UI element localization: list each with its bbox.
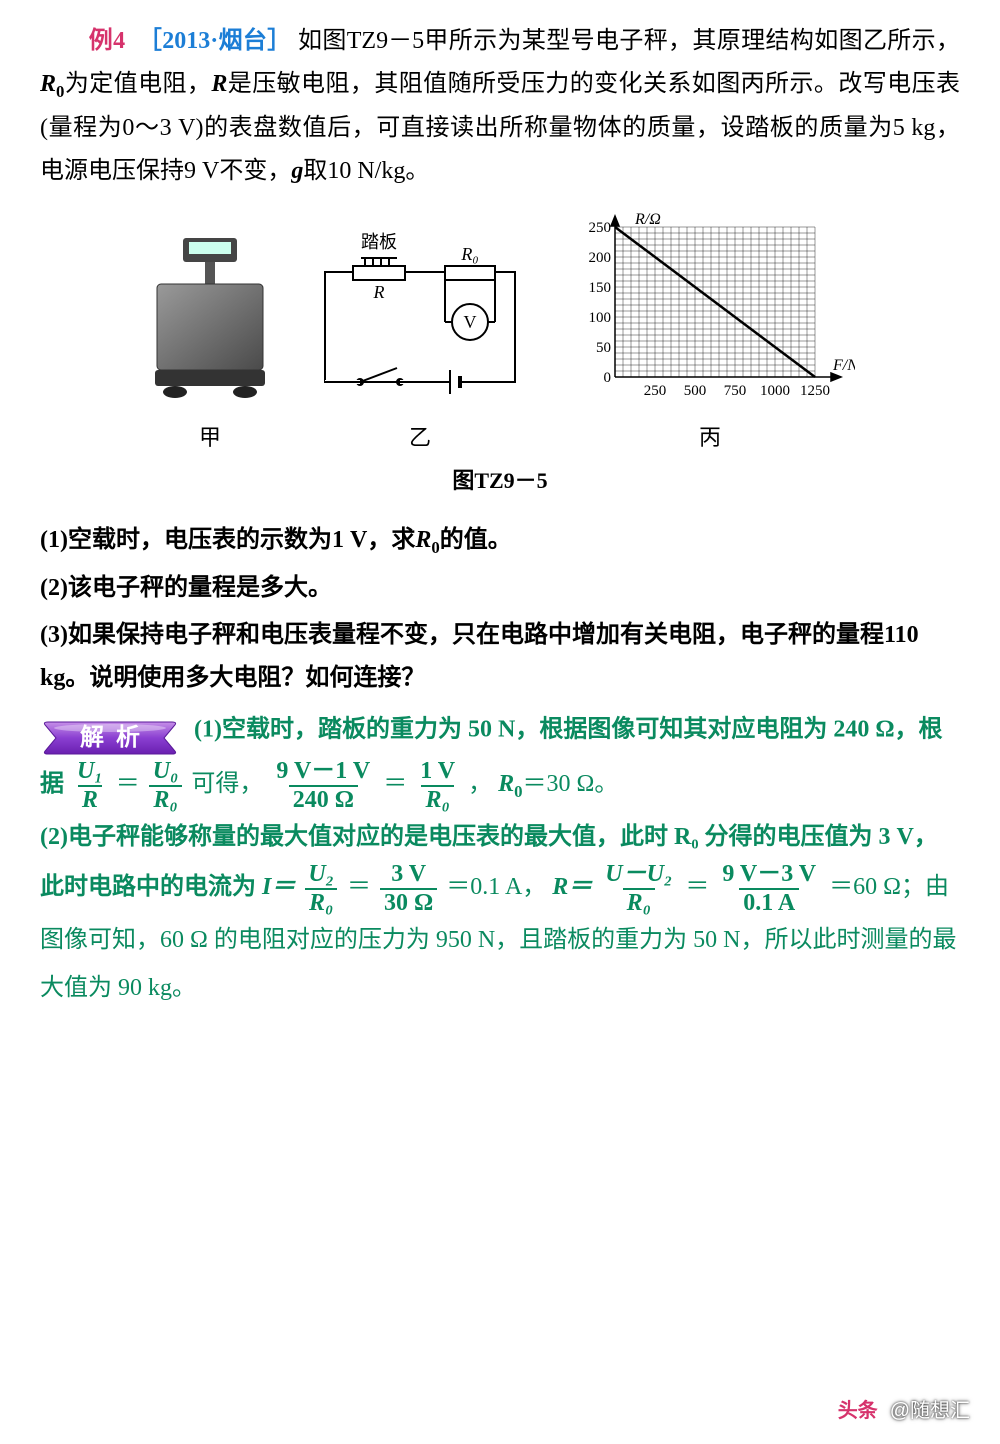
analysis-label: 解析 [40, 718, 180, 758]
i-eq: I＝ [262, 874, 295, 900]
figures-row: 甲 [40, 212, 960, 458]
svg-text:1250: 1250 [800, 383, 830, 399]
frac-u0-r0: U₀R₀ [149, 758, 183, 813]
solution-block: 解析 (1)空载时，踏板的重力为 50 N，根据图像可知其对应电阻为 240 Ω… [40, 704, 960, 1012]
svg-text:50: 50 [596, 340, 611, 356]
f3n: 9 V－1 V [272, 758, 374, 784]
svg-text:100: 100 [589, 310, 612, 326]
v-label: V [464, 312, 477, 332]
watermark-tag: 头条 [832, 1392, 884, 1430]
y-axis-label: R/Ω [634, 212, 661, 228]
f8d: 0.1 A [739, 888, 799, 916]
f6d: 30 Ω [380, 888, 437, 916]
svg-text:0: 0 [604, 370, 612, 386]
f8n: 9 V－3 V [718, 861, 820, 887]
frac-9v-240: 9 V－1 V240 Ω [272, 758, 374, 813]
taban-label: 踏板 [361, 232, 397, 252]
frac-u1-r: U₁R [73, 758, 107, 813]
f6n: 3 V [387, 861, 430, 887]
q1-a: (1)空载时，电压表的示数为1 V，求 [40, 527, 415, 553]
frac-3v-30: 3 V30 Ω [380, 861, 437, 916]
problem-text-1: 如图TZ9－5甲所示为某型号电子秤，其原理结构如图乙所示， [298, 28, 960, 54]
f7d: R₀ [623, 888, 655, 916]
fig-bing-label: 丙 [699, 418, 721, 458]
problem-text-4: 取10 N/kg。 [303, 158, 429, 184]
svg-text:500: 500 [684, 383, 707, 399]
sol-p1-b: 可得， [191, 771, 263, 797]
frac-u2-r0: U₂R₀ [304, 861, 338, 916]
question-1: (1)空载时，电压表的示数为1 V，求R0的值。 [40, 519, 960, 563]
r0-sym: R [40, 71, 56, 97]
g-sym: g [291, 158, 303, 184]
scale-icon [145, 232, 275, 412]
f5n: U₂ [304, 861, 338, 887]
problem-text-2: 为定值电阻， [64, 71, 211, 97]
source-label: ［2013·烟台］ [138, 28, 292, 54]
sol-p1-d: ＝30 Ω。 [523, 771, 619, 797]
r-eq: R＝ [552, 874, 592, 900]
r-label: R [373, 282, 385, 302]
problem-statement: 例4 ［2013·烟台］ 如图TZ9－5甲所示为某型号电子秤，其原理结构如图乙所… [40, 20, 960, 194]
svg-text:1000: 1000 [760, 383, 790, 399]
eq1: ＝ [116, 771, 140, 797]
question-3: (3)如果保持电子秤和电压表量程不变，只在电路中增加有关电阻，电子秤的量程110… [40, 614, 960, 700]
eq3: ＝ [347, 874, 371, 900]
fig-yi-label: 乙 [409, 418, 431, 458]
q2-text: (2)该电子秤的量程是多大。 [40, 575, 332, 601]
svg-text:150: 150 [589, 280, 612, 296]
r0-label: R₀ [460, 244, 478, 264]
questions-block: (1)空载时，电压表的示数为1 V，求R0的值。 (2)该电子秤的量程是多大。 … [40, 519, 960, 701]
svg-text:200: 200 [589, 250, 612, 266]
figure-caption: 图TZ9－5 [40, 461, 960, 501]
f5d: R₀ [305, 888, 337, 916]
x-axis-label: F/N [832, 357, 855, 374]
fig-jia-label: 甲 [199, 418, 221, 458]
f2d: R₀ [149, 785, 181, 813]
f1d: R [78, 785, 102, 813]
circuit-diagram: 踏板 R R₀ V [305, 232, 535, 412]
frac-6v-0.1a: 9 V－3 V0.1 A [718, 861, 820, 916]
sol-p2-b: ＝0.1 A， [446, 874, 546, 900]
f4n: 1 V [416, 758, 459, 784]
f7n: U－U₂ [601, 861, 676, 887]
question-2: (2)该电子秤的量程是多大。 [40, 567, 960, 610]
analysis-banner: 解析 [40, 718, 180, 758]
watermark: 头条 @随想汇 [832, 1392, 970, 1430]
eq2: ＝ [383, 771, 407, 797]
svg-text:250: 250 [644, 383, 667, 399]
f4d: R₀ [421, 785, 453, 813]
f3d: 240 Ω [289, 785, 358, 813]
r-sym: R [211, 71, 227, 97]
figure-bing: R/Ω F/N 0 50 100 150 200 250 250 500 750 1000 125… [565, 212, 855, 458]
watermark-handle: @随想汇 [890, 1400, 970, 1422]
figure-yi: 踏板 R R₀ V 乙 [305, 232, 535, 458]
pressure-resistance-chart: R/Ω F/N 0 50 100 150 200 250 250 500 750 1000 125… [565, 212, 855, 412]
svg-text:750: 750 [724, 383, 747, 399]
frac-1v-r0: 1 VR₀ [416, 758, 459, 813]
q3-text: (3)如果保持电子秤和电压表量程不变，只在电路中增加有关电阻，电子秤的量程110… [40, 622, 919, 691]
frac-u-u2-r0: U－U₂R₀ [601, 861, 676, 916]
example-label: 例4 [89, 28, 125, 54]
figure-jia: 甲 [145, 232, 275, 458]
sol-p1-c: ， [468, 771, 492, 797]
q1-b: 的值。 [440, 527, 512, 553]
eq4: ＝ [685, 874, 709, 900]
svg-text:250: 250 [589, 220, 612, 236]
f2n: U₀ [149, 758, 183, 784]
